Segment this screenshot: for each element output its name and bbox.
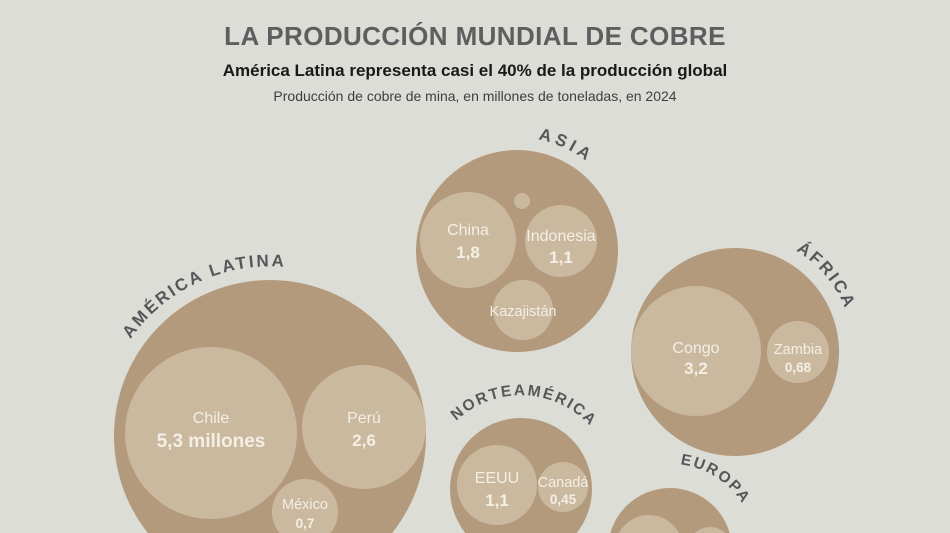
page-subtitle: América Latina representa casi el 40% de… [222, 61, 728, 80]
chart-unit-note: Producción de cobre de mina, en millones… [273, 88, 677, 104]
asia-small-bubble [514, 193, 530, 209]
china-value: 1,8 [456, 243, 480, 262]
kazajistan-label: Kazajistán [490, 304, 557, 320]
kazajistan-bubble [493, 280, 553, 340]
peru-label: Perú [347, 410, 381, 427]
congo-bubble [631, 286, 761, 416]
europa-bubble-left [619, 515, 679, 533]
mexico-label: México [282, 497, 328, 513]
indonesia-label: Indonesia [526, 228, 595, 245]
region-group-europa: EUROPA [610, 451, 752, 533]
peru-bubble [302, 365, 426, 489]
eeuu-bubble [457, 445, 537, 525]
canada-value: 0,45 [550, 492, 577, 507]
region-group-norteamerica: NORTEAMÉRICA EEUU 1,1 Canadá 0,45 [448, 382, 598, 533]
region-group-america-latina: AMÉRICA LATINA Chile 5,3 millones Perú 2… [114, 251, 426, 533]
chile-value: 5,3 millones [157, 431, 266, 452]
peru-value: 2,6 [352, 431, 376, 450]
page-title: LA PRODUCCIÓN MUNDIAL DE COBRE [224, 21, 726, 51]
eeuu-value: 1,1 [485, 491, 509, 510]
chile-label: Chile [193, 410, 230, 427]
chile-bubble [125, 347, 297, 519]
eeuu-label: EEUU [475, 470, 519, 487]
europa-bubble-right [694, 527, 726, 533]
region-group-asia: ASIA China 1,8 Indonesia 1,1 Kazajistán [416, 125, 618, 352]
mexico-value: 0,7 [296, 516, 315, 531]
indonesia-value: 1,1 [549, 248, 573, 267]
china-bubble [420, 192, 516, 288]
china-label: China [447, 222, 489, 239]
indonesia-bubble [525, 205, 597, 277]
mexico-bubble [272, 479, 338, 533]
canada-bubble [538, 462, 588, 512]
zambia-value: 0,68 [785, 360, 812, 375]
region-group-africa: ÁFRICA Congo 3,2 Zambia 0,68 [631, 238, 857, 456]
header: LA PRODUCCIÓN MUNDIAL DE COBRE América L… [0, 0, 950, 104]
zambia-bubble [767, 321, 829, 383]
zambia-label: Zambia [774, 342, 823, 358]
congo-label: Congo [672, 340, 719, 357]
congo-value: 3,2 [684, 359, 708, 378]
canada-label: Canadá [538, 475, 590, 491]
